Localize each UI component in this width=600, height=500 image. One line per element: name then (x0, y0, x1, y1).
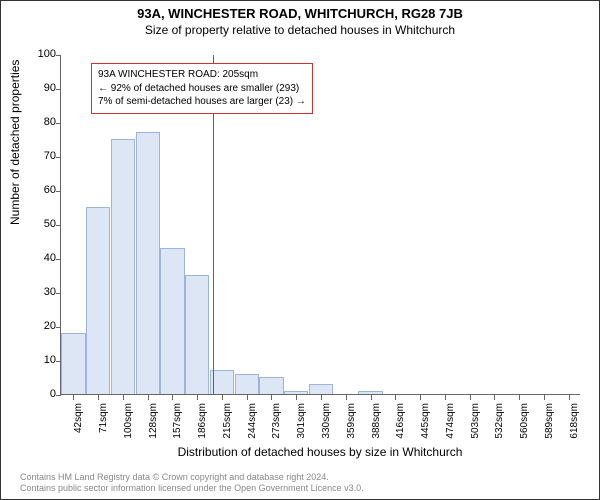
x-tick-label: 100sqm (123, 403, 134, 443)
histogram-bar (160, 248, 184, 394)
y-tick-mark (56, 89, 61, 90)
x-tick-label: 273sqm (271, 403, 282, 443)
y-tick-label: 30 (26, 286, 56, 298)
x-tick-mark (296, 395, 297, 400)
y-tick-label: 40 (26, 252, 56, 264)
x-tick-label: 71sqm (98, 403, 109, 443)
footer-attribution: Contains HM Land Registry data © Crown c… (20, 472, 364, 494)
x-tick-mark (371, 395, 372, 400)
x-tick-label: 330sqm (321, 403, 332, 443)
x-tick-label: 416sqm (395, 403, 406, 443)
y-tick-mark (56, 123, 61, 124)
x-tick-mark (73, 395, 74, 400)
annotation-line: 7% of semi-detached houses are larger (2… (98, 95, 306, 109)
x-tick-label: 503sqm (470, 403, 481, 443)
chart-container: 93A, WINCHESTER ROAD, WHITCHURCH, RG28 7… (0, 0, 600, 500)
histogram-bar (358, 391, 382, 394)
x-tick-mark (569, 395, 570, 400)
x-tick-mark (197, 395, 198, 400)
chart-title: 93A, WINCHESTER ROAD, WHITCHURCH, RG28 7… (0, 0, 600, 21)
x-tick-label: 388sqm (371, 403, 382, 443)
x-tick-mark (271, 395, 272, 400)
annotation-line: ← 92% of detached houses are smaller (29… (98, 82, 306, 96)
y-tick-mark (56, 293, 61, 294)
x-tick-mark (470, 395, 471, 400)
x-tick-mark (321, 395, 322, 400)
x-tick-mark (148, 395, 149, 400)
x-tick-label: 157sqm (172, 403, 183, 443)
x-tick-mark (445, 395, 446, 400)
chart-area: 010203040506070809010042sqm71sqm100sqm12… (60, 55, 580, 395)
y-tick-label: 70 (26, 150, 56, 162)
y-tick-mark (56, 327, 61, 328)
histogram-bar (235, 374, 259, 394)
x-tick-label: 532sqm (494, 403, 505, 443)
x-tick-label: 589sqm (544, 403, 555, 443)
y-tick-mark (56, 191, 61, 192)
y-tick-label: 60 (26, 184, 56, 196)
footer-line-1: Contains HM Land Registry data © Crown c… (20, 472, 364, 483)
x-tick-label: 618sqm (569, 403, 580, 443)
x-tick-label: 359sqm (346, 403, 357, 443)
histogram-bar (86, 207, 110, 394)
plot-region: 010203040506070809010042sqm71sqm100sqm12… (60, 55, 580, 395)
y-tick-mark (56, 259, 61, 260)
x-tick-mark (123, 395, 124, 400)
histogram-bar (259, 377, 283, 394)
footer-line-2: Contains public sector information licen… (20, 483, 364, 494)
x-tick-mark (346, 395, 347, 400)
y-tick-mark (56, 225, 61, 226)
x-tick-label: 42sqm (73, 403, 84, 443)
x-tick-label: 474sqm (445, 403, 456, 443)
chart-subtitle: Size of property relative to detached ho… (0, 21, 600, 41)
x-tick-label: 186sqm (197, 403, 208, 443)
y-tick-label: 50 (26, 218, 56, 230)
x-tick-label: 128sqm (148, 403, 159, 443)
x-tick-label: 244sqm (247, 403, 258, 443)
annotation-line: 93A WINCHESTER ROAD: 205sqm (98, 68, 306, 82)
x-tick-label: 560sqm (519, 403, 530, 443)
y-tick-label: 0 (26, 388, 56, 400)
x-tick-label: 445sqm (420, 403, 431, 443)
annotation-box: 93A WINCHESTER ROAD: 205sqm← 92% of deta… (91, 63, 313, 114)
histogram-bar (309, 384, 333, 394)
x-tick-mark (247, 395, 248, 400)
x-tick-label: 215sqm (222, 403, 233, 443)
histogram-bar (111, 139, 135, 394)
x-tick-mark (544, 395, 545, 400)
x-tick-label: 301sqm (296, 403, 307, 443)
y-tick-mark (56, 157, 61, 158)
x-axis-label: Distribution of detached houses by size … (60, 445, 580, 459)
histogram-bar (61, 333, 85, 394)
histogram-bar (185, 275, 209, 394)
x-tick-mark (98, 395, 99, 400)
y-tick-label: 80 (26, 116, 56, 128)
y-tick-mark (56, 395, 61, 396)
x-tick-mark (222, 395, 223, 400)
x-tick-mark (395, 395, 396, 400)
x-tick-mark (494, 395, 495, 400)
y-tick-label: 10 (26, 354, 56, 366)
x-tick-mark (519, 395, 520, 400)
y-tick-label: 90 (26, 82, 56, 94)
y-axis-label: Number of detached properties (8, 60, 22, 225)
y-tick-label: 20 (26, 320, 56, 332)
y-tick-mark (56, 55, 61, 56)
histogram-bar (284, 391, 308, 394)
y-tick-label: 100 (26, 48, 56, 60)
histogram-bar (136, 132, 160, 394)
x-tick-mark (420, 395, 421, 400)
x-tick-mark (172, 395, 173, 400)
